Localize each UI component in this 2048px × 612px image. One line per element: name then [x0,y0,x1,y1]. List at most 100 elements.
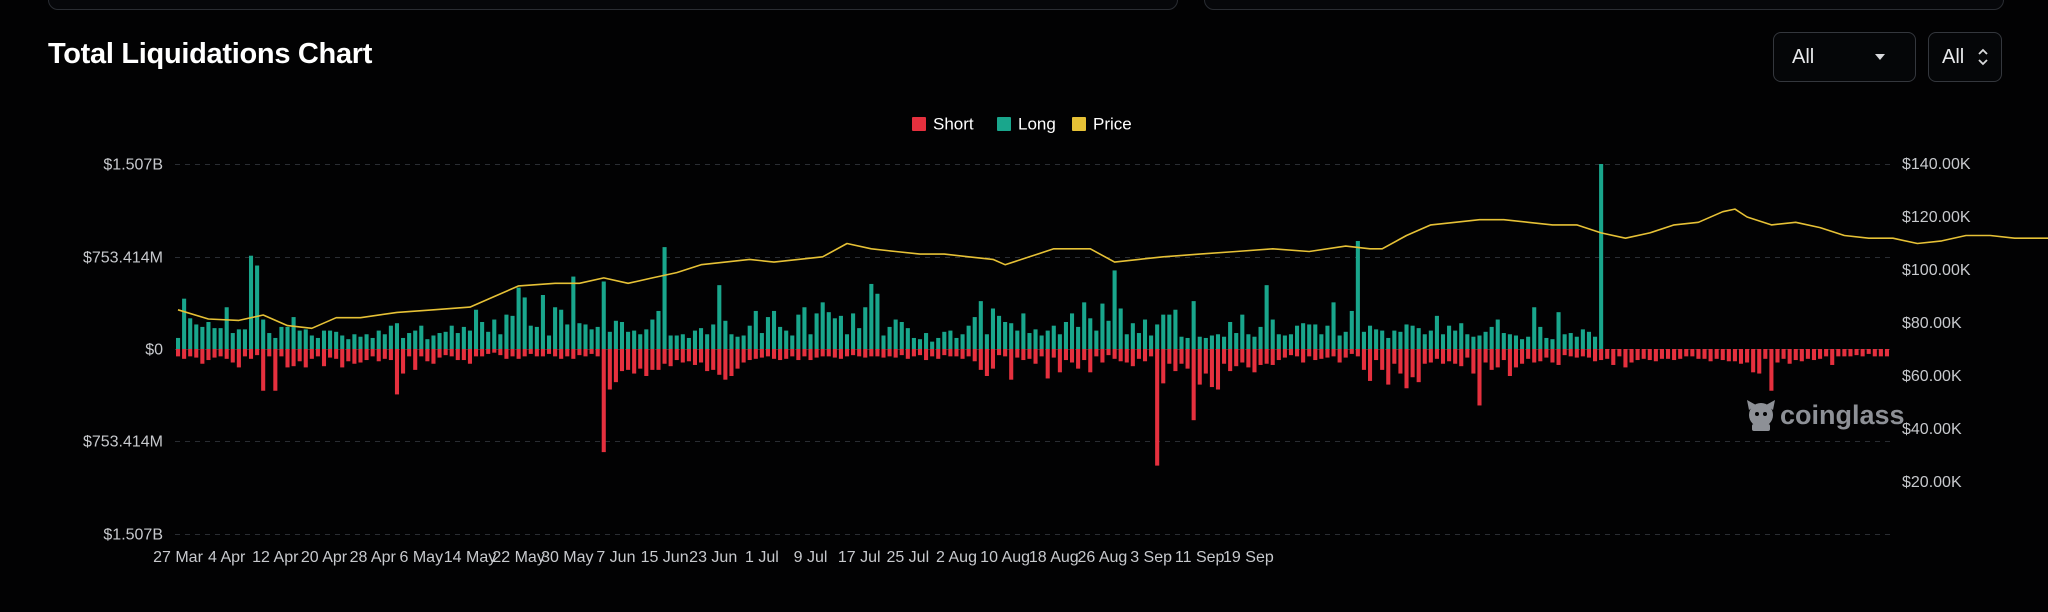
short-bar [328,349,333,358]
short-bar [1647,349,1652,361]
long-bar [1349,310,1354,349]
long-bar [1392,330,1397,349]
long-bar [182,298,187,349]
short-bar [1203,349,1208,374]
long-bar [1057,334,1062,349]
long-bar [674,335,679,349]
short-bar [224,349,229,359]
short-bar [1830,349,1835,365]
legend-swatch [1072,117,1086,131]
short-bar [1714,349,1719,359]
short-bar [1568,349,1573,357]
long-bar [1197,336,1202,349]
long-bar [498,334,503,349]
long-bar [1082,302,1087,349]
short-bar [492,349,497,353]
short-bar [1653,349,1658,362]
long-bar [1003,321,1008,349]
long-bar [735,336,740,349]
long-bar [1094,330,1099,349]
short-bar [1483,349,1488,363]
short-bar [553,349,558,357]
short-bar [1039,349,1044,357]
long-bar [1410,325,1415,349]
exchange-select[interactable]: All [1928,32,2002,82]
legend-label: Price [1093,115,1132,134]
legend-item-short[interactable]: Short [912,115,974,134]
short-bar [1593,349,1598,362]
short-bar [1842,349,1847,357]
long-bar [291,317,296,349]
short-bar [619,349,625,372]
short-bar [875,349,880,357]
long-bar [394,323,400,349]
long-bar [838,315,843,349]
short-bar [1027,349,1032,359]
short-bar [1489,349,1494,370]
long-bar [1593,336,1598,349]
short-bar [1532,349,1537,363]
short-bar [1872,349,1877,357]
short-bar [510,349,515,357]
long-bar [1209,335,1214,349]
short-bar [747,349,752,361]
long-bar [808,334,813,349]
long-bar [741,335,746,349]
long-bar [917,339,923,349]
long-bar [1599,164,1604,349]
legend-item-long[interactable]: Long [997,115,1056,134]
long-bar [285,326,290,349]
short-bar [1428,349,1433,363]
long-bar [194,324,199,349]
long-bar [778,326,783,349]
short-bar [1526,349,1531,359]
long-bar [668,335,673,349]
long-bar [619,321,625,349]
long-bar [1051,325,1056,349]
long-bar [534,326,539,349]
long-bar [401,337,406,349]
range-select[interactable]: All [1773,32,1916,82]
short-bar [583,349,588,357]
short-bar [1805,349,1810,359]
long-bar [510,315,515,349]
y-right-tick-label: $60.00K [1902,368,1962,385]
short-bar [1538,349,1543,362]
long-bar [1343,331,1348,349]
long-bar [1167,314,1172,349]
short-bar [1629,349,1634,363]
short-bar [413,349,418,370]
short-bar [966,349,971,357]
long-bar [857,328,862,349]
long-bar [1076,326,1081,349]
y-left-tick-label: $0 [145,342,163,359]
short-bar [1118,349,1123,362]
long-bar [1021,313,1026,349]
short-bar [352,349,357,364]
long-bar [887,326,892,349]
y-right-tick-label: $100.00K [1902,262,1971,279]
long-bar [303,329,308,349]
long-bar [911,337,916,349]
long-bar [699,328,704,349]
legend[interactable]: Short Long Price [912,115,1132,134]
short-bar [1818,349,1823,359]
short-bar [924,349,929,361]
y-left-tick-label: $753.414M [83,250,163,267]
short-bar [826,349,831,357]
long-bar [832,318,837,349]
short-bar [1562,349,1567,356]
chevron-updown-icon [1978,48,1988,66]
short-bar [1580,349,1585,357]
short-bar [881,349,886,358]
long-bar [1501,333,1506,349]
short-bar [735,349,740,369]
short-bar [680,349,685,363]
legend-item-price[interactable]: Price [1072,115,1132,134]
y-right-tick-label: $120.00K [1902,209,1971,226]
long-bar [1544,337,1549,349]
short-bar [200,349,205,364]
long-bar [759,333,764,349]
short-bar [1264,349,1269,364]
